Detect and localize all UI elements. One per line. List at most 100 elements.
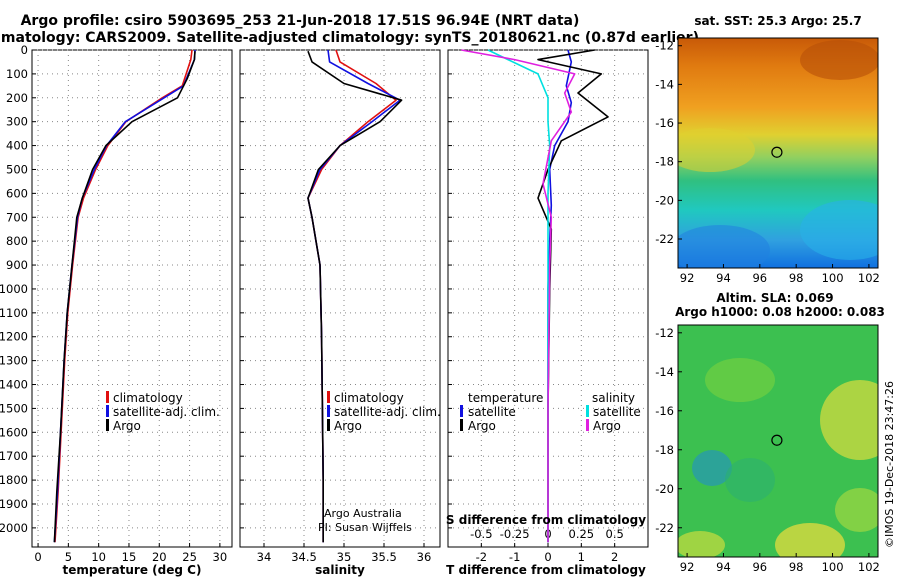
s-x-tick-label: -0.25	[500, 527, 530, 541]
map-y-tick-label: -14	[655, 365, 674, 379]
sla-field-patch	[692, 450, 732, 486]
difference-xlabel: T difference from climatology	[446, 563, 646, 577]
x-tick-label: 35.5	[371, 550, 397, 564]
profile-lines	[53, 49, 609, 543]
pressure-tick-label: 1900	[0, 497, 28, 511]
map-x-tick-label: 94	[716, 271, 731, 285]
x-tick-label: 1	[578, 550, 585, 564]
series-line-argo	[307, 50, 403, 543]
map-x-tick-label: 94	[716, 560, 731, 574]
map-y-tick-label: -18	[655, 443, 674, 457]
temperature-xlabel: temperature (deg C)	[63, 563, 202, 577]
legend-label-climatology: climatology	[334, 391, 404, 405]
pressure-tick-label: 1600	[0, 425, 28, 439]
sla-field-patch	[775, 523, 845, 557]
credit-line-2: PI: Susan Wijffels	[318, 521, 412, 534]
pressure-tick-label: 400	[6, 139, 28, 153]
s-x-tick-label: 0.25	[569, 527, 595, 541]
x-tick-label: 25	[182, 550, 197, 564]
salinity-legend: climatology satellite-adj. clim. Argo	[327, 391, 441, 433]
sla-field-patch	[835, 488, 878, 532]
pressure-tick-label: 200	[6, 91, 28, 105]
pressure-tick-label: 800	[6, 234, 28, 248]
series-line-s-argo	[461, 49, 576, 543]
x-tick-label: 34.5	[291, 550, 317, 564]
legend-label-satellite: satellite-adj. clim.	[113, 405, 220, 419]
map-x-tick-label: 98	[789, 271, 804, 285]
sst-field-patch	[678, 128, 755, 172]
pressure-tick-label: 2000	[0, 521, 28, 535]
map-y-tick-label: -12	[655, 39, 674, 53]
legend-swatch-climatology	[106, 391, 109, 403]
s-x-tick-label: -0.5	[470, 527, 492, 541]
legend-swatch-s-argo	[586, 419, 589, 431]
pressure-tick-label: 1200	[0, 330, 28, 344]
legend-label-climatology: climatology	[113, 391, 183, 405]
legend-header-salinity: salinity	[592, 391, 635, 405]
map-y-tick-label: -18	[655, 155, 674, 169]
legend-label-argo: Argo	[334, 419, 362, 433]
map-x-tick-label: 100	[822, 560, 844, 574]
map-x-tick-label: 102	[858, 560, 880, 574]
legend-header-temperature: temperature	[468, 391, 543, 405]
map-x-tick-label: 100	[822, 271, 844, 285]
x-tick-label: 35	[337, 550, 352, 564]
pressure-tick-label: 1000	[0, 282, 28, 296]
legend-label-t-satellite: satellite	[468, 405, 516, 419]
credit-line-1: Argo Australia	[324, 507, 402, 520]
pressure-tick-label: 1400	[0, 378, 28, 392]
series-line-satellite-adj-clim-	[307, 49, 401, 543]
sla-map-title-2: Argo h1000: 0.08 h2000: 0.083	[675, 305, 885, 319]
x-tick-label: 20	[152, 550, 167, 564]
legend-swatch-satellite	[327, 405, 330, 417]
map-x-tick-label: 96	[752, 560, 767, 574]
argo-float-marker	[771, 434, 783, 446]
sla-field-patch	[725, 458, 775, 502]
sst-map-axes: 92 94 96 98 100 102 -12 -14 -16 -18 -20 -22	[655, 39, 880, 285]
s-difference-xlabel: S difference from climatology	[446, 513, 646, 527]
pressure-axis: 0 100 200 300 400 500 600 700 800 900 1000 1100 1200…	[0, 43, 28, 535]
x-tick-label: 0	[544, 550, 551, 564]
legend-label-argo: Argo	[113, 419, 141, 433]
map-x-tick-label: 92	[680, 271, 695, 285]
legend-swatch-argo	[106, 419, 109, 431]
pressure-tick-label: 900	[6, 258, 28, 272]
series-line-s-satellite	[487, 49, 551, 543]
map-x-tick-label: 98	[789, 560, 804, 574]
map-y-tick-label: -14	[655, 77, 674, 91]
sst-field-patch	[800, 200, 878, 260]
pressure-tick-label: 700	[6, 210, 28, 224]
sst-field-patch	[678, 225, 770, 268]
temperature-legend: climatology satellite-adj. clim. Argo	[106, 391, 220, 433]
sst-map: sat. SST: 25.3 Argo: 25.7 92 94 96 98 100 102…	[655, 14, 880, 285]
salinity-xlabel: salinity	[315, 563, 365, 577]
map-y-tick-label: -22	[655, 521, 674, 535]
legend-swatch-climatology	[327, 391, 330, 403]
legend-label-t-argo: Argo	[468, 419, 496, 433]
x-tick-label: 10	[91, 550, 106, 564]
legend-label-s-satellite: satellite	[593, 405, 641, 419]
title-line-2: Climatology: CARS2009. Satellite-adjuste…	[0, 30, 699, 46]
legend-swatch-argo	[327, 419, 330, 431]
map-y-tick-label: -16	[655, 404, 674, 418]
temperature-panel	[31, 49, 233, 548]
series-line-argo	[53, 51, 196, 543]
pressure-tick-label: 0	[21, 43, 28, 57]
pressure-tick-label: 600	[6, 186, 28, 200]
sla-map-axes: 92 94 96 98 100 102 -12 -14 -16 -18 -20 -22	[655, 326, 880, 574]
x-tick-label: 5	[65, 550, 72, 564]
pressure-tick-label: 1500	[0, 401, 28, 415]
sla-field-patch	[705, 358, 775, 402]
series-line-t-satellite	[547, 49, 573, 543]
pressure-tick-label: 1300	[0, 354, 28, 368]
pressure-tick-label: 100	[6, 67, 28, 81]
x-tick-label: 36	[417, 550, 432, 564]
x-tick-label: 34	[257, 550, 272, 564]
map-x-tick-label: 92	[680, 560, 695, 574]
legend-swatch-s-satellite	[586, 405, 589, 417]
x-tick-label: 15	[122, 550, 137, 564]
x-tick-label: 0	[34, 550, 41, 564]
sla-field-patch	[678, 531, 725, 557]
sst-map-frame	[677, 37, 879, 269]
